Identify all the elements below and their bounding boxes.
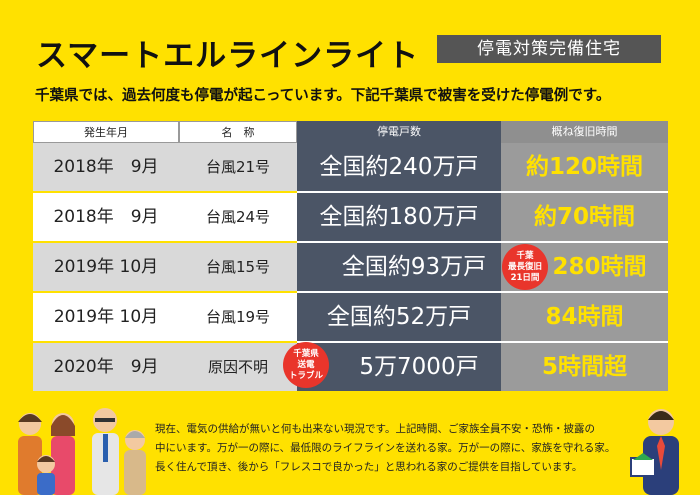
badge-line: 千葉県	[293, 348, 319, 359]
header-houses: 停電戸数	[297, 121, 501, 143]
footer-line: 現在、電気の供給が無いと何も出来ない現況です。上記時間、ご家族全員不安・恐怖・披…	[155, 423, 595, 435]
cell-name: 台風19号	[179, 293, 297, 341]
cell-houses: 全国約93万戸	[297, 243, 501, 291]
lead-text: 千葉県では、過去何度も停電が起こっています。下記千葉県で被害を受けた停電例です。	[35, 88, 611, 104]
outage-table: 発生年月 名 称 停電戸数 概ね復旧時間 2018年 9月 台風21号 全国約2…	[33, 121, 668, 391]
table-row: 2018年 9月 台風24号 全国約180万戸 約70時間	[33, 193, 668, 243]
cell-date: 2020年 9月	[33, 343, 179, 391]
agent-illustration	[630, 409, 679, 495]
badge-line: 21日間	[510, 272, 540, 283]
cell-date: 2019年 10月	[33, 243, 179, 291]
footer-line: 長く住んで頂き、後から「フレスコで良かった」と思われる家のご提供を目指しています…	[155, 461, 583, 473]
badge-line: 千葉	[516, 250, 534, 261]
row-divider	[33, 341, 297, 343]
table-row: 2020年 9月 原因不明 5万7000戸 5時間超	[33, 343, 668, 393]
trouble-badge: 千葉県 送電 トラブル	[283, 342, 329, 388]
cell-time: 約70時間	[501, 193, 668, 241]
cell-houses: 全国約180万戸	[297, 193, 501, 241]
tag-label: 停電対策完備住宅	[437, 35, 661, 63]
footer-line: 中にいます。万が一の際に、最低限のライフラインを送れる家。万が一の際に、家族を守…	[155, 442, 616, 454]
page-title: スマートエルラインライト	[36, 38, 420, 74]
cell-date: 2018年 9月	[33, 143, 179, 191]
badge-line: トラブル	[288, 370, 323, 381]
badge-line: 最長復旧	[507, 261, 542, 272]
header-date: 発生年月	[33, 121, 179, 143]
cell-name: 台風24号	[179, 193, 297, 241]
table-row: 2018年 9月 台風21号 全国約240万戸 約120時間	[33, 143, 668, 193]
cell-date: 2018年 9月	[33, 193, 179, 241]
header-name: 名 称	[179, 121, 297, 143]
footer-text: 現在、電気の供給が無いと何も出来ない現況です。上記時間、ご家族全員不安・恐怖・披…	[155, 420, 635, 477]
row-divider	[33, 191, 297, 193]
badge-line: 送電	[297, 359, 315, 370]
cell-time: 5時間超	[501, 343, 668, 391]
cell-houses: 全国約52万戸	[297, 293, 501, 341]
table-row: 2019年 10月 台風19号 全国約52万戸 84時間	[33, 293, 668, 343]
row-divider	[33, 291, 297, 293]
cell-houses: 5万7000戸	[297, 343, 501, 391]
cell-name: 台風15号	[179, 243, 297, 291]
family-illustration	[18, 408, 146, 495]
cell-date: 2019年 10月	[33, 293, 179, 341]
cell-time: 約120時間	[501, 143, 668, 191]
row-divider	[33, 241, 297, 243]
cell-time: 84時間	[501, 293, 668, 341]
cell-name: 台風21号	[179, 143, 297, 191]
cell-houses: 全国約240万戸	[297, 143, 501, 191]
recovery-badge: 千葉 最長復旧 21日間	[502, 244, 548, 290]
cell-name: 原因不明	[179, 343, 297, 391]
table-row: 2019年 10月 台風15号 全国約93万戸 280時間	[33, 243, 668, 293]
header-time: 概ね復旧時間	[501, 121, 668, 143]
